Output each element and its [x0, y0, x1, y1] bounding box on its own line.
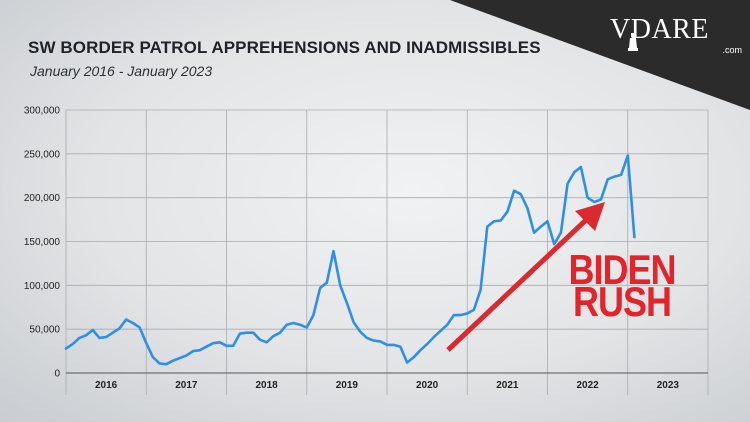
y-tick-label: 150,000	[24, 237, 61, 248]
apprehensions-series-line	[64, 154, 636, 366]
corner-banner	[450, 0, 750, 110]
y-tick-label: 200,000	[24, 193, 61, 204]
x-tick-label: 2023	[657, 380, 680, 391]
logo-domain: .com	[722, 45, 742, 55]
vdare-logo[interactable]: VDARE .com	[610, 14, 742, 60]
x-tick-label: 2016	[95, 380, 118, 391]
y-tick-label: 250,000	[24, 149, 61, 160]
x-axis-ticks: 2016 2017 2018 2019 2020 2021 2022 2023	[95, 380, 679, 391]
arrow-head	[575, 202, 605, 231]
statue-figure-icon	[628, 33, 638, 51]
biden-rush-annotation: BIDEN RUSH	[556, 245, 688, 325]
y-tick-label: 0	[54, 369, 60, 380]
x-tick-label: 2017	[175, 380, 198, 391]
corner-banner-shape	[450, 0, 750, 110]
y-tick-label: 300,000	[24, 106, 61, 117]
x-tick-label: 2018	[256, 380, 279, 391]
x-tick-label: 2019	[336, 380, 359, 391]
annotation-line-1: BIDEN	[568, 245, 676, 293]
annotation-line-2: RUSH	[572, 277, 672, 325]
y-tick-label: 50,000	[29, 325, 60, 336]
x-tick-label: 2022	[577, 380, 600, 391]
logo-wordmark: VDARE	[610, 14, 709, 45]
chart-title: SW BORDER PATROL APPREHENSIONS AND INADM…	[28, 38, 541, 57]
x-tick-label: 2020	[416, 380, 439, 391]
y-tick-label: 100,000	[24, 281, 61, 292]
trend-arrow	[446, 202, 605, 352]
arrow-shaft	[446, 218, 588, 352]
y-axis-ticks: 0 50,000 100,000 150,000 200,000 250,000 300,0…	[24, 106, 61, 380]
chart-subtitle: January 2016 - January 2023	[30, 63, 213, 79]
x-tick-label: 2021	[496, 380, 519, 391]
